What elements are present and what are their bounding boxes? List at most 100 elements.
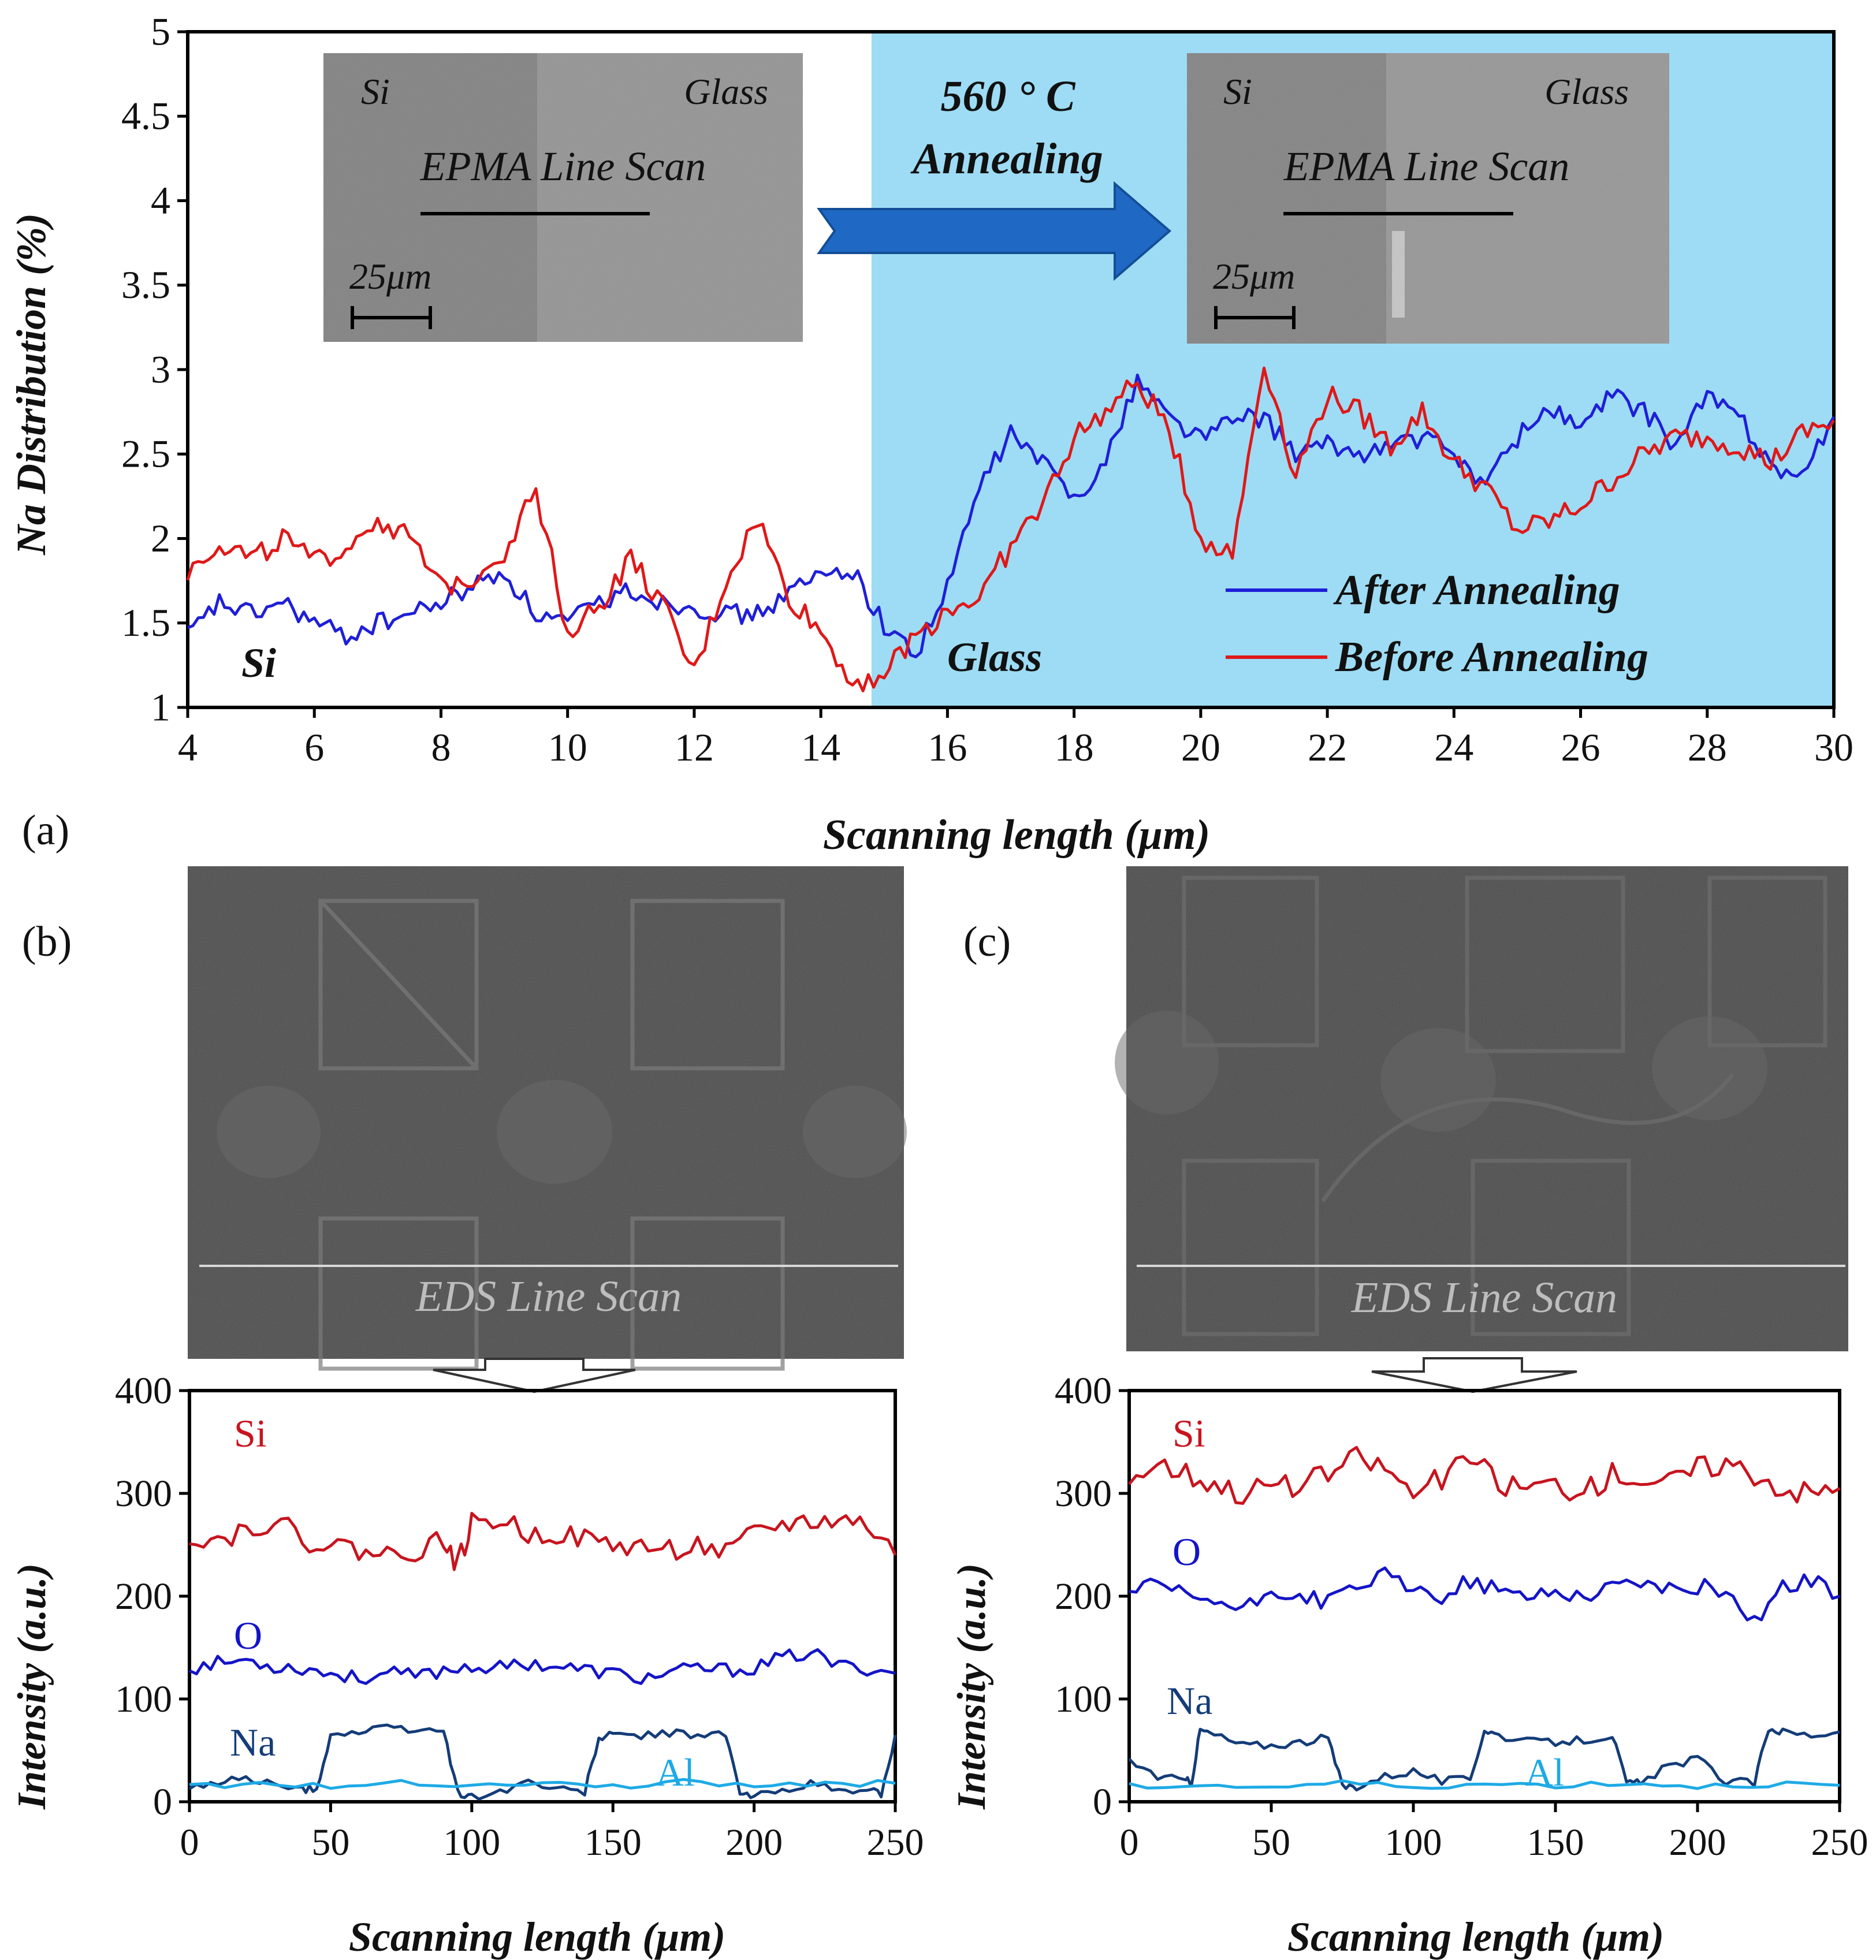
y-tick-label: 0 — [1093, 1781, 1112, 1823]
y-tick-label: 1 — [151, 685, 170, 729]
y-tick-label: 1.5 — [121, 601, 170, 644]
x-tick-label: 150 — [585, 1821, 642, 1864]
y-tick-label: 3.5 — [121, 263, 170, 307]
inset-before-annealing: Si Glass EPMA Line Scan 25μm — [323, 53, 803, 342]
panel-b-ylabel: Intensity (a.u.) — [10, 1563, 54, 1810]
panel-b-label: (b) — [22, 918, 72, 966]
panel-b-label-o: O — [234, 1614, 262, 1657]
x-tick-label: 0 — [180, 1821, 199, 1864]
inset-after-glass-label: Glass — [1544, 71, 1629, 112]
x-tick-label: 50 — [1252, 1821, 1290, 1864]
panel-b-sem-image: EDS Line Scan — [188, 866, 907, 1371]
panel-c-sem-image: EDS Line Scan — [1115, 866, 1848, 1351]
y-tick-label: 2 — [151, 516, 170, 560]
x-tick-label: 0 — [1120, 1821, 1139, 1864]
series-line-o — [1129, 1566, 1840, 1622]
inset-after-na-spots — [1392, 231, 1405, 318]
annealing-arrow: 560 ° C Annealing — [817, 72, 1172, 281]
inset-before-si-label: Si — [361, 71, 390, 112]
series-line-o — [188, 1648, 896, 1685]
y-tick-label: 300 — [1055, 1473, 1112, 1515]
inset-before-glass-label: Glass — [684, 71, 768, 112]
y-tick-label: 400 — [1055, 1370, 1112, 1412]
panel-b-xlabel: Scanning length (μm) — [349, 1914, 725, 1960]
y-tick-label: 100 — [1055, 1678, 1112, 1720]
inset-after-scale-label: 25μm — [1213, 256, 1295, 297]
x-tick-label: 150 — [1527, 1821, 1584, 1864]
x-tick-label: 100 — [1385, 1821, 1442, 1864]
y-tick-label: 200 — [1055, 1575, 1112, 1618]
panel-c-label-na: Na — [1167, 1679, 1212, 1723]
x-tick-label: 100 — [443, 1821, 500, 1864]
panel-b-series — [188, 1512, 897, 1801]
series-line-al — [1129, 1779, 1840, 1790]
panel-c-series — [1128, 1445, 1841, 1792]
series-line-before-annealing — [186, 366, 1836, 692]
inset-before-scan-label: EPMA Line Scan — [420, 143, 706, 189]
x-tick-label: 200 — [1669, 1821, 1726, 1864]
x-tick-label: 250 — [1811, 1821, 1868, 1864]
series-line-after-annealing — [187, 374, 1836, 658]
x-tick-label: 22 — [1308, 725, 1347, 769]
sem-image-c-caption: EDS Line Scan — [1351, 1273, 1617, 1322]
inset-after-si-label: Si — [1223, 71, 1252, 112]
legend-label-before: Before Annealing — [1335, 634, 1648, 681]
x-tick-label: 200 — [725, 1821, 783, 1864]
annealing-label: Annealing — [910, 135, 1103, 183]
panel-a-xlabel: Scanning length (μm) — [823, 811, 1210, 859]
y-tick-label: 4.5 — [121, 94, 170, 138]
y-tick-label: 300 — [115, 1473, 172, 1515]
panel-c-down-arrow-icon — [1371, 1357, 1577, 1393]
y-tick-label: 200 — [115, 1575, 172, 1618]
y-tick-label: 4 — [151, 178, 170, 222]
panel-c-label-al: Al — [1525, 1750, 1564, 1794]
panel-c-label-o: O — [1172, 1530, 1201, 1574]
panel-b: (b) EDS Line Scan 0 50 100 150 200 250 0 100 200… — [10, 866, 924, 1960]
panel-b-down-arrow-icon — [433, 1358, 636, 1393]
y-tick-label: 400 — [115, 1370, 172, 1412]
sem-image-b-pattern — [318, 899, 785, 1371]
y-tick-label: 5 — [151, 9, 170, 53]
x-tick-label: 16 — [928, 725, 967, 769]
region-label-glass: Glass — [947, 634, 1042, 680]
panel-b-label-si: Si — [234, 1411, 267, 1455]
panel-a-axes: 4 6 8 10 12 14 16 18 20 22 24 26 28 30 1 1.5 2 2.5 3 3.5 4 4.… — [121, 9, 1853, 769]
sem-image-b-caption: EDS Line Scan — [415, 1272, 682, 1321]
panel-a-label: (a) — [22, 807, 69, 854]
panel-b-axes: 0 50 100 150 200 250 0 100 200 300 400 — [115, 1370, 924, 1864]
plot-frame — [188, 1389, 897, 1804]
y-tick-label: 0 — [153, 1781, 172, 1823]
series-line-na — [1128, 1727, 1840, 1792]
x-tick-label: 12 — [675, 725, 714, 769]
panel-a-series — [186, 366, 1836, 692]
arrow-icon — [817, 181, 1172, 281]
x-tick-label: 6 — [304, 725, 324, 769]
legend-label-after: After Annealing — [1333, 567, 1620, 614]
panel-c-ylabel: Intensity (a.u.) — [950, 1563, 994, 1810]
series-line-al — [189, 1778, 896, 1790]
x-tick-label: 26 — [1561, 725, 1600, 769]
y-tick-label: 2.5 — [121, 432, 170, 476]
x-tick-label: 14 — [801, 725, 840, 769]
inset-before-scale-label: 25μm — [349, 256, 431, 297]
panel-a-ylabel: Na Distribution (%) — [8, 213, 54, 556]
x-tick-label: 24 — [1434, 725, 1473, 769]
y-tick-label: 100 — [115, 1678, 172, 1720]
panel-c-label-si: Si — [1172, 1411, 1205, 1455]
x-tick-label: 28 — [1688, 725, 1727, 769]
series-line-si — [189, 1512, 897, 1571]
x-tick-label: 50 — [311, 1821, 349, 1864]
series-line-si — [1128, 1445, 1841, 1505]
x-tick-label: 250 — [867, 1821, 924, 1864]
inset-before-grain — [323, 53, 803, 342]
x-tick-label: 18 — [1055, 725, 1094, 769]
panel-b-label-na: Na — [230, 1720, 276, 1764]
y-tick-label: 3 — [151, 347, 170, 391]
panel-c-label: (c) — [963, 918, 1011, 966]
annealing-temperature: 560 ° C — [940, 72, 1075, 121]
panel-b-label-al: Al — [656, 1750, 695, 1794]
legend: After Annealing Before Annealing — [1226, 567, 1648, 681]
region-label-si: Si — [241, 640, 276, 686]
panel-a: 4 6 8 10 12 14 16 18 20 22 24 26 28 30 1 1.5 2 2.5 3 3.5 4 4.… — [8, 9, 1853, 859]
inset-after-scan-label: EPMA Line Scan — [1283, 143, 1570, 189]
